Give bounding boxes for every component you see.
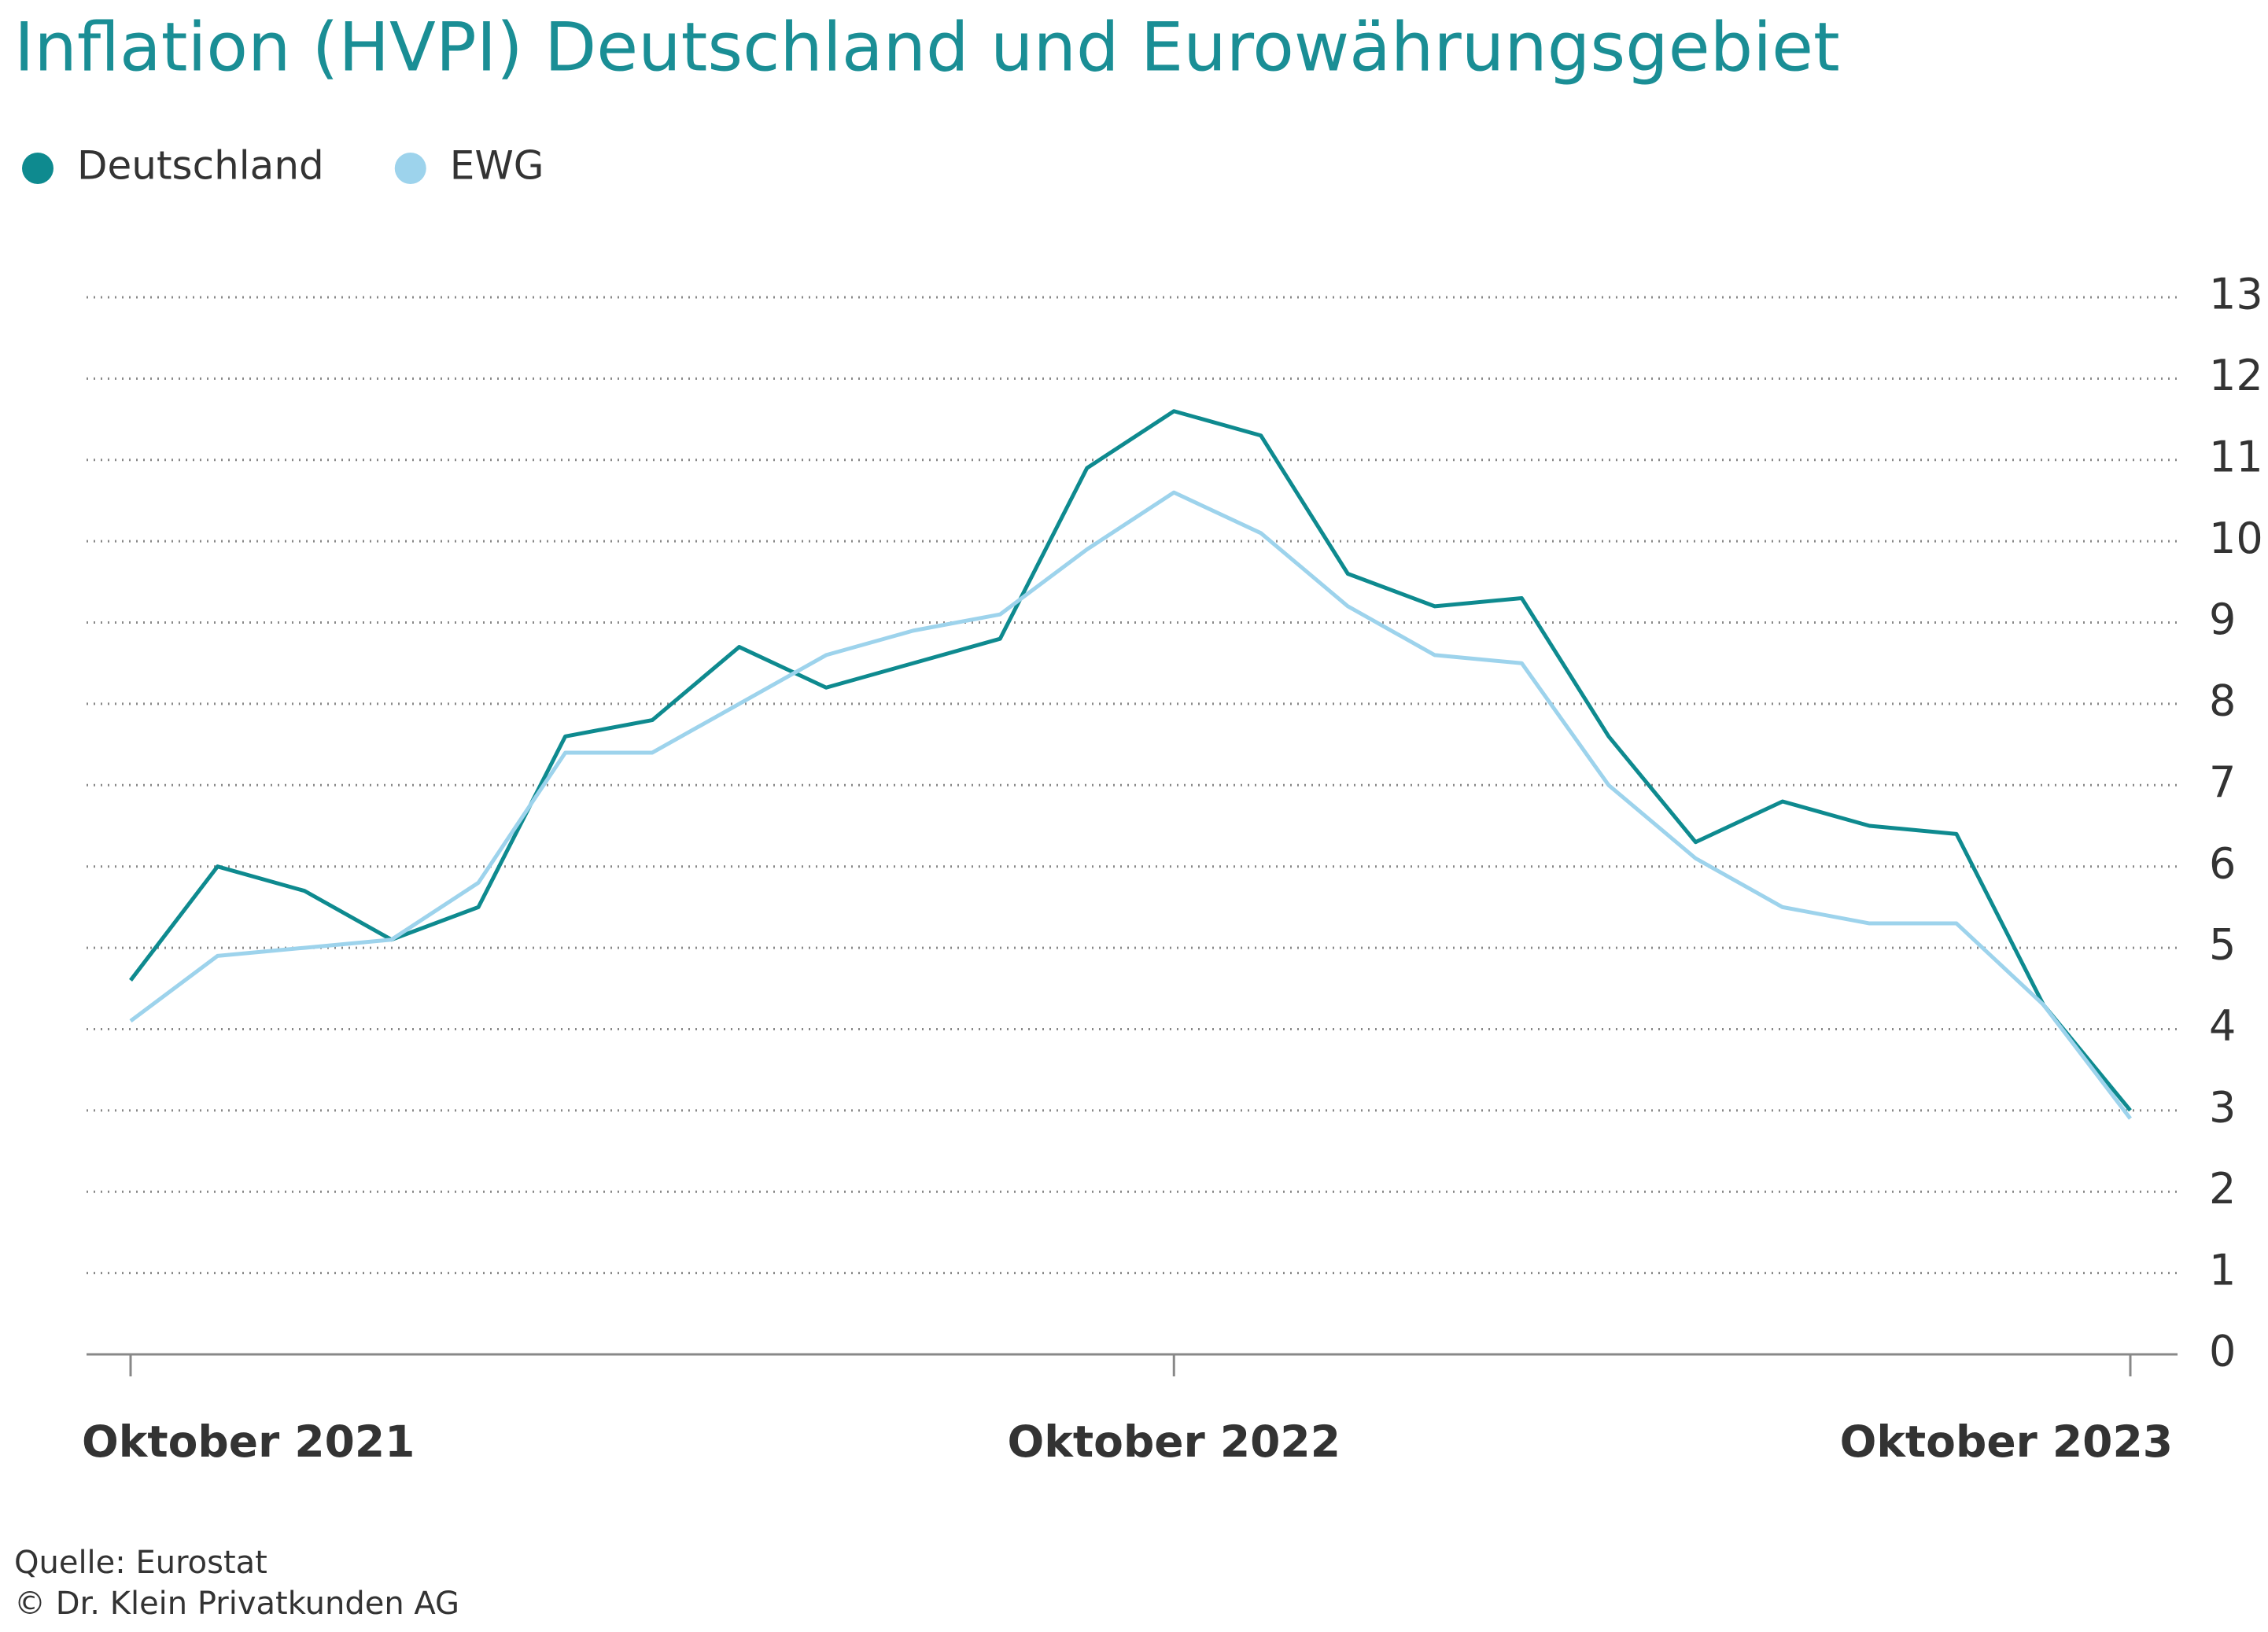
y-tick-label: 3 — [2209, 1082, 2236, 1132]
y-tick-label: 12 — [2209, 351, 2263, 400]
y-tick-label: 10 — [2209, 514, 2263, 563]
legend-marker — [22, 153, 53, 184]
y-tick-label: 8 — [2209, 676, 2236, 726]
y-tick-label: 2 — [2209, 1164, 2236, 1214]
legend-label: Deutschland — [77, 143, 324, 189]
legend-label: EWG — [450, 143, 544, 189]
y-tick-label: 11 — [2209, 432, 2263, 481]
y-tick-label: 9 — [2209, 595, 2236, 644]
x-tick-label: Oktober 2022 — [1008, 1416, 1341, 1467]
x-tick-label: Oktober 2023 — [1840, 1416, 2173, 1467]
copyright: © Dr. Klein Privatkunden AG — [14, 1586, 459, 1622]
y-tick-label: 4 — [2209, 1001, 2236, 1051]
y-tick-label: 0 — [2209, 1327, 2236, 1376]
legend-marker — [394, 153, 426, 184]
y-tick-label: 5 — [2209, 920, 2236, 970]
y-tick-label: 13 — [2209, 270, 2263, 319]
data-line — [129, 490, 2132, 1120]
y-tick-label: 1 — [2209, 1245, 2236, 1295]
x-tick-label: Oktober 2021 — [82, 1416, 415, 1467]
data-line — [129, 409, 2132, 1112]
y-tick-label: 7 — [2209, 757, 2236, 807]
y-tick-label: 6 — [2209, 838, 2236, 888]
chart-title: Inflation (HVPI) Deutschland und Eurowäh… — [14, 8, 1840, 87]
source: Quelle: Eurostat — [14, 1545, 267, 1581]
